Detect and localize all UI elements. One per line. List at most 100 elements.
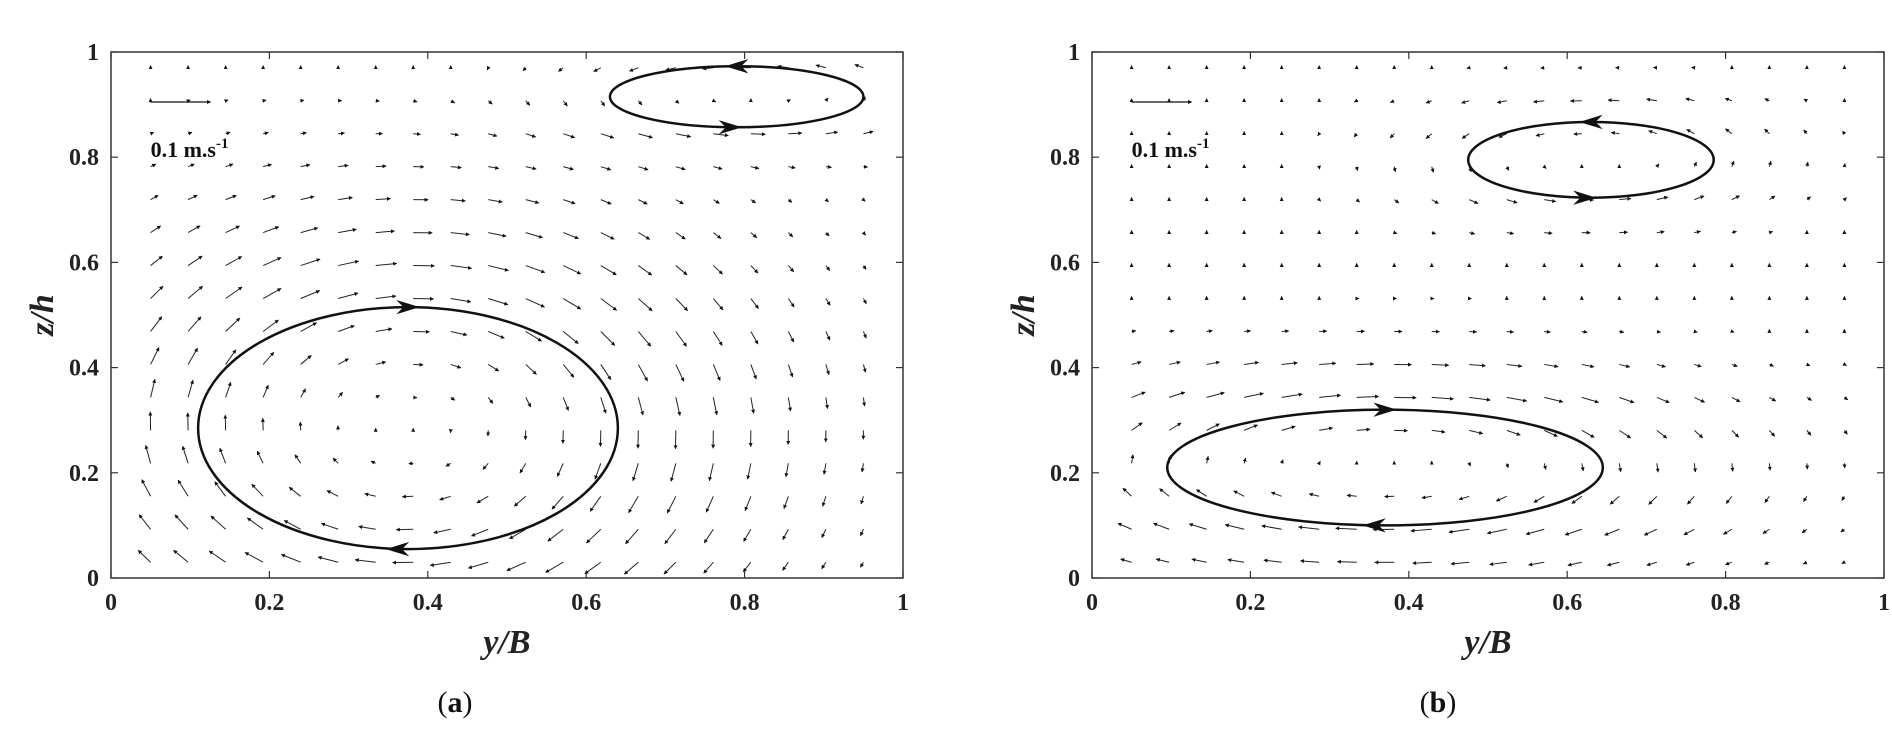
velocity-vector (784, 463, 789, 478)
velocity-vector (225, 349, 237, 365)
velocity-vector (862, 298, 867, 305)
velocity-vector (1356, 427, 1371, 432)
velocity-vector (556, 463, 564, 477)
velocity-vector (433, 528, 451, 535)
velocity-vector (486, 65, 491, 71)
velocity-vector (665, 67, 676, 72)
velocity-vector (594, 463, 602, 480)
velocity-vector (186, 99, 191, 104)
velocity-vector (338, 131, 345, 136)
velocity-vector (1354, 166, 1359, 171)
velocity-vector (1392, 230, 1398, 235)
panel-caption-a: (a) (438, 686, 473, 719)
velocity-vector (262, 384, 269, 398)
velocity-vector (1542, 164, 1547, 169)
x-axis-title-a: y/B (479, 624, 530, 661)
velocity-vector (860, 529, 864, 537)
velocity-vector (187, 225, 201, 234)
velocity-vector (450, 396, 456, 401)
y-tick-label: 1 (87, 40, 99, 66)
velocity-vector (262, 319, 279, 332)
x-tick-label: 0 (1086, 590, 1098, 616)
velocity-vector (317, 555, 339, 563)
y-tick-label: 0.4 (1050, 356, 1080, 382)
velocity-vector (1567, 561, 1582, 567)
velocity-vector (1581, 429, 1595, 438)
x-tick-label: 0.2 (1235, 590, 1265, 616)
velocity-vector (225, 286, 243, 299)
velocity-vector (787, 397, 792, 412)
velocity-vector (187, 163, 195, 168)
velocity-vector (338, 259, 360, 267)
velocity-vector (862, 397, 867, 407)
velocity-vector (1535, 132, 1545, 137)
velocity-vector (1646, 97, 1657, 102)
velocity-vector (1525, 528, 1545, 536)
velocity-vector (187, 131, 193, 136)
velocity-vector (300, 226, 319, 234)
velocity-vector (713, 133, 729, 138)
velocity-vector (1448, 528, 1470, 534)
velocity-vector (150, 285, 164, 299)
tick-marks-a (110, 51, 904, 579)
velocity-vector (825, 265, 831, 271)
velocity-vector (750, 132, 766, 137)
velocity-vector (1153, 522, 1170, 530)
vortex-arrowhead (1579, 114, 1603, 130)
velocity-vector (675, 331, 687, 347)
velocity-vector (862, 331, 867, 339)
velocity-vector (1130, 454, 1135, 464)
velocity-vector (1802, 560, 1808, 565)
velocity-vector (1506, 329, 1514, 334)
velocity-vector (825, 331, 831, 341)
velocity-vector (712, 331, 723, 346)
velocity-vector (450, 198, 466, 203)
velocity-vector (1767, 463, 1772, 471)
velocity-vector (519, 463, 527, 474)
velocity-vector (225, 163, 234, 168)
velocity-vector (712, 265, 723, 275)
velocity-vector (1489, 561, 1507, 567)
velocity-vector (1528, 561, 1545, 567)
velocity-vector (1619, 363, 1631, 369)
velocity-vector (551, 495, 564, 510)
velocity-vector (675, 133, 692, 139)
velocity-vector (1532, 99, 1545, 104)
velocity-vector (637, 397, 645, 416)
velocity-vector (476, 495, 489, 504)
velocity-vector (563, 298, 582, 310)
velocity-vector (1769, 362, 1774, 367)
velocity-vector (1768, 230, 1773, 235)
velocity-vector (712, 364, 721, 381)
velocity-vector (744, 496, 752, 512)
y-axis-title-b: z/h (1005, 294, 1042, 337)
velocity-vector (586, 528, 602, 544)
velocity-vector (1122, 487, 1132, 497)
velocity-vector (187, 379, 194, 398)
velocity-vector (1840, 528, 1845, 533)
velocity-vector (413, 98, 418, 103)
y-tick-label: 0.6 (69, 250, 99, 276)
velocity-vector (1244, 329, 1252, 334)
velocity-vector (675, 199, 684, 205)
velocity-vector (450, 132, 460, 137)
velocity-vector (1206, 423, 1220, 431)
velocity-vector (674, 99, 680, 104)
velocity-vector (187, 347, 199, 365)
velocity-vector (487, 397, 494, 404)
velocity-vector (1725, 561, 1733, 566)
velocity-vector (788, 131, 803, 136)
velocity-vector (1801, 528, 1808, 534)
velocity-vector (1656, 363, 1666, 368)
velocity-vector (600, 166, 612, 171)
velocity-vector (1764, 561, 1770, 565)
velocity-vector (1805, 161, 1810, 167)
vortex-loop-upper (608, 64, 865, 129)
velocity-vector (1730, 463, 1735, 472)
velocity-vector (1188, 523, 1207, 530)
x-tick-label: 0.6 (571, 590, 601, 616)
x-tick-label: 0.4 (413, 590, 443, 616)
velocity-vector (675, 232, 686, 240)
velocity-vector (263, 163, 272, 168)
